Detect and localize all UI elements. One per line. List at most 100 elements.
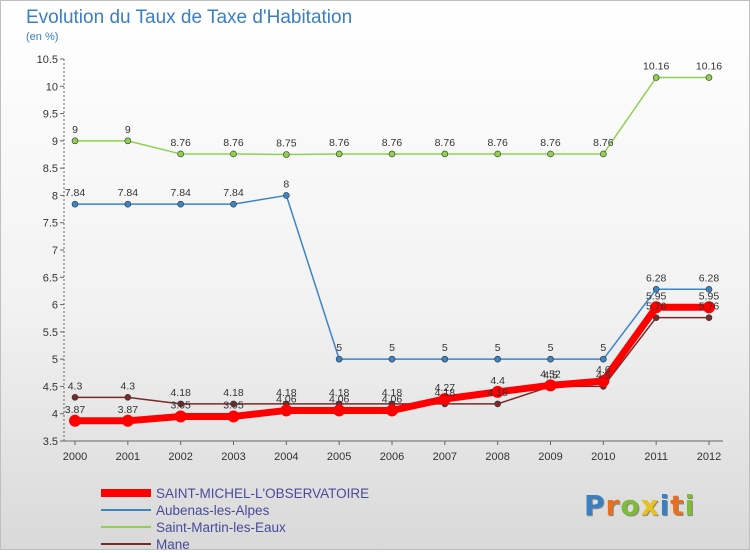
data-point bbox=[650, 301, 663, 314]
data-label: 5 bbox=[600, 342, 606, 354]
legend-label: Aubenas-les-Alpes bbox=[156, 503, 270, 518]
data-label: 4.5 bbox=[543, 369, 558, 381]
data-label: 4.18 bbox=[223, 387, 244, 399]
data-label: 10.16 bbox=[643, 61, 669, 73]
data-label: 4.18 bbox=[382, 387, 403, 399]
x-tick-label: 2005 bbox=[327, 451, 351, 463]
data-point bbox=[547, 355, 554, 363]
data-label: 5 bbox=[548, 342, 554, 354]
legend-swatch bbox=[101, 526, 151, 528]
data-point bbox=[124, 394, 132, 401]
data-label: 8.76 bbox=[382, 137, 403, 149]
legend-label: Saint-Martin-les-Eaux bbox=[156, 520, 286, 535]
data-point bbox=[438, 392, 451, 405]
data-point bbox=[283, 151, 290, 158]
data-point bbox=[597, 374, 610, 387]
data-point bbox=[121, 414, 134, 427]
legend-swatch bbox=[101, 489, 151, 497]
data-label: 8.76 bbox=[487, 137, 508, 149]
legend-swatch bbox=[101, 543, 151, 545]
data-point bbox=[177, 200, 184, 208]
data-point bbox=[177, 400, 184, 408]
data-point bbox=[71, 200, 79, 208]
y-tick-label: 9 bbox=[52, 136, 58, 148]
y-tick-label: 8.5 bbox=[43, 163, 58, 175]
y-tick-label: 4.5 bbox=[43, 381, 58, 393]
data-label: 9 bbox=[125, 124, 131, 136]
data-label: 4.18 bbox=[329, 387, 350, 399]
y-tick-label: 7 bbox=[52, 245, 58, 257]
data-label: 4.6 bbox=[596, 364, 611, 376]
data-point bbox=[388, 150, 396, 158]
y-tick-label: 10.5 bbox=[37, 54, 58, 66]
data-label: 7.84 bbox=[65, 187, 86, 199]
logo-letter: t bbox=[670, 489, 685, 522]
data-point bbox=[388, 355, 396, 363]
data-label: 4.18 bbox=[435, 387, 456, 399]
data-label: 5 bbox=[336, 342, 342, 354]
data-label: 5 bbox=[389, 342, 395, 354]
data-point bbox=[280, 404, 293, 417]
y-tick-label: 6.5 bbox=[43, 272, 58, 284]
data-label: 8.76 bbox=[170, 137, 191, 149]
y-tick-label: 9.5 bbox=[43, 109, 58, 121]
data-point bbox=[705, 74, 713, 81]
data-label: 8.76 bbox=[435, 137, 456, 149]
data-point bbox=[333, 404, 346, 417]
data-point bbox=[230, 400, 237, 408]
data-label: 3.87 bbox=[65, 404, 86, 416]
data-label: 4.18 bbox=[487, 387, 508, 399]
data-label: 7.84 bbox=[170, 187, 191, 199]
data-label: 4.3 bbox=[68, 380, 83, 392]
data-point bbox=[703, 301, 715, 314]
y-tick-label: 3.5 bbox=[43, 436, 58, 448]
data-label: 3.87 bbox=[118, 404, 139, 416]
data-point bbox=[335, 355, 343, 363]
data-point bbox=[230, 200, 237, 208]
data-point bbox=[335, 150, 343, 158]
data-point bbox=[547, 150, 554, 158]
data-label: 7.84 bbox=[223, 187, 244, 199]
data-label: 4.06 bbox=[329, 393, 350, 405]
data-label: 7.84 bbox=[118, 187, 139, 199]
series-line-1 bbox=[75, 194, 709, 360]
x-tick-label: 2011 bbox=[644, 451, 668, 463]
data-label: 8.76 bbox=[540, 137, 561, 149]
x-tick-label: 2001 bbox=[116, 451, 140, 463]
data-point bbox=[124, 200, 132, 208]
y-tick-label: 5.5 bbox=[43, 327, 58, 339]
data-label: 8.76 bbox=[329, 137, 350, 149]
chart-title: Evolution du Taux de Taxe d'Habitation bbox=[26, 7, 353, 28]
data-point bbox=[386, 404, 398, 417]
data-point bbox=[174, 410, 187, 423]
data-point bbox=[652, 314, 660, 321]
logo-letter: o bbox=[620, 489, 641, 522]
data-point bbox=[705, 314, 713, 321]
data-label: 6.28 bbox=[646, 272, 667, 284]
series-lines bbox=[69, 74, 715, 427]
data-labels: 9 9 8.76 8.76 8.75 8.76 8.76 8.76 8.76 8.76 8.76 10… bbox=[65, 61, 723, 416]
logo-letter: x bbox=[640, 489, 660, 522]
data-point bbox=[441, 150, 449, 158]
data-point bbox=[600, 150, 607, 158]
data-label: 8.76 bbox=[223, 137, 244, 149]
data-label: 8.75 bbox=[276, 138, 297, 150]
axes: 3.5 4 4.5 5 5.5 6 6.5 7 7.5 8 8.5 9 9.5 10 10.5 2000 200… bbox=[37, 54, 723, 463]
data-label: 3.95 bbox=[223, 399, 244, 411]
x-tick-label: 2012 bbox=[697, 451, 721, 463]
data-label: 4.4 bbox=[490, 375, 505, 387]
logo-letter: r bbox=[605, 489, 621, 522]
x-tick-label: 2002 bbox=[168, 451, 192, 463]
logo-letter: i bbox=[659, 489, 671, 522]
data-point bbox=[544, 379, 557, 392]
data-label: 5 bbox=[495, 342, 501, 354]
data-label: 8 bbox=[283, 178, 289, 190]
data-label: 4.27 bbox=[435, 382, 456, 394]
data-point bbox=[652, 285, 660, 293]
data-point bbox=[491, 385, 504, 398]
data-label: 5.76 bbox=[699, 301, 720, 313]
y-tick-label: 8 bbox=[52, 190, 58, 202]
data-label: 4.06 bbox=[276, 393, 297, 405]
